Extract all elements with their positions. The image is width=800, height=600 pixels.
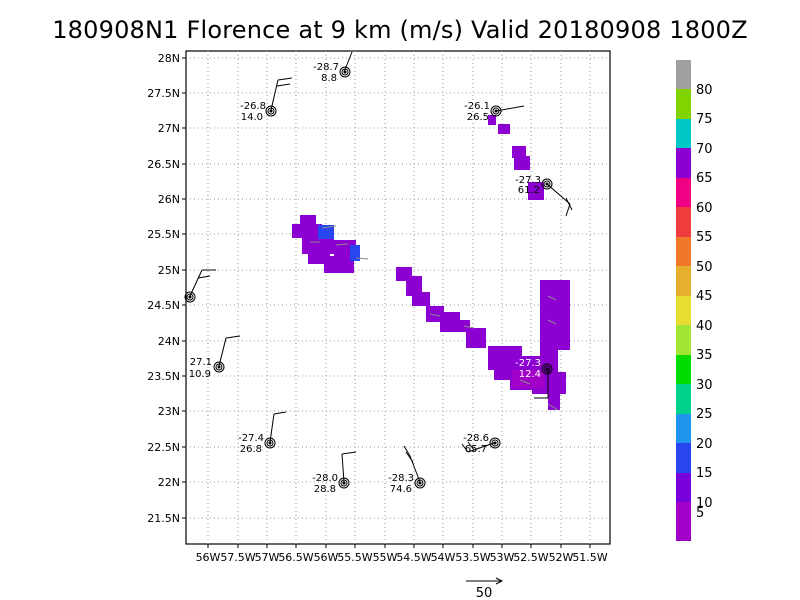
- x-tick-label: 52W: [549, 551, 574, 564]
- wind-region-central-band: [396, 267, 486, 348]
- y-tick-label: 22.5N: [147, 441, 180, 454]
- colorbar-swatch: [676, 384, 691, 414]
- colorbar-swatch: [676, 296, 691, 325]
- wind-region-southeast-low: [512, 370, 544, 388]
- colorbar-label: 30: [696, 378, 713, 393]
- station-temp: -28.7: [313, 62, 339, 73]
- station-speed: 65.7: [465, 444, 487, 455]
- colorbar-swatch: [676, 237, 691, 266]
- station-speed: 10.9: [189, 369, 211, 380]
- x-tick-label: 53.5W: [455, 551, 490, 564]
- colorbar-swatch: [676, 414, 691, 443]
- reference-vector-label: 50: [476, 586, 493, 600]
- station-temp: -27.4: [238, 433, 264, 444]
- x-tick-label: 51.5W: [572, 551, 607, 564]
- colorbar-label: 10: [696, 496, 713, 511]
- wind-vectors: [310, 225, 559, 411]
- y-tick-label: 28N: [158, 52, 180, 65]
- x-tick-label: 56W: [196, 551, 221, 564]
- colorbar-label: 25: [696, 407, 713, 422]
- y-tick-label: 26.5N: [147, 158, 180, 171]
- y-tick-label: 23.5N: [147, 370, 180, 383]
- x-tick-label: 53W: [490, 551, 515, 564]
- colorbar-swatch: [676, 502, 691, 541]
- reference-arrowhead: [495, 577, 504, 585]
- colorbar-label: 55: [696, 230, 713, 245]
- colorbar-label: 60: [696, 201, 713, 216]
- colorbar: [676, 60, 691, 541]
- station-temp: -26.8: [240, 101, 266, 112]
- y-tick-label: 27N: [158, 122, 180, 135]
- y-tick-label: 25N: [158, 264, 180, 277]
- y-tick-label: 24.5N: [147, 299, 180, 312]
- x-tick-label: 54W: [431, 551, 456, 564]
- colorbar-swatch: [676, 473, 691, 502]
- x-tick-label: 57.5W: [220, 551, 255, 564]
- wind-region-northeast: [488, 115, 544, 200]
- colorbar-label: 40: [696, 319, 713, 334]
- station-speed: 74.6: [390, 484, 412, 495]
- wind-barbs: [189, 51, 573, 483]
- wind-region-west-peak: [318, 225, 334, 239]
- colorbar-label: 65: [696, 171, 713, 186]
- colorbar-label: 80: [696, 83, 713, 98]
- station-temp: -28.0: [312, 473, 338, 484]
- colorbar-swatch: [676, 119, 691, 148]
- x-tick-label: 57W: [255, 551, 280, 564]
- reference-vector: 50: [466, 577, 504, 600]
- x-tick-label: 52.5W: [513, 551, 548, 564]
- y-tick-label: 21.5N: [147, 512, 180, 525]
- colorbar-swatch: [676, 207, 691, 237]
- colorbar-label: 20: [696, 437, 713, 452]
- tick-marks: [182, 57, 591, 548]
- x-tick-label: 55.5W: [337, 551, 372, 564]
- station-temp: -28.3: [388, 473, 414, 484]
- wind-speed-shading: [292, 115, 570, 410]
- colorbar-label: 15: [696, 466, 713, 481]
- station-temp: -27.3: [515, 175, 541, 186]
- y-tick-label: 22N: [158, 476, 180, 489]
- colorbar-swatch: [676, 89, 691, 119]
- gridlines: [186, 51, 610, 544]
- y-tick-label: 27.5N: [147, 87, 180, 100]
- colorbar-label: 35: [696, 348, 713, 363]
- station-markers: [184, 66, 553, 489]
- station-speed: 12.4: [519, 369, 541, 380]
- station-temp: 27.1: [190, 357, 212, 368]
- map-title: 180908N1 Florence at 9 km (m/s) Valid 20…: [52, 16, 748, 44]
- y-tick-label: 24N: [158, 335, 180, 348]
- plot-frame: [185, 50, 611, 545]
- x-tick-label: 54.5W: [396, 551, 431, 564]
- station-speed: 8.8: [321, 73, 337, 84]
- station-temp: -28.6: [463, 433, 489, 444]
- colorbar-swatch: [676, 178, 691, 207]
- colorbar-swatch: [676, 325, 691, 355]
- station-temp: -27.3: [515, 358, 541, 369]
- station-speed: 14.0: [241, 112, 263, 123]
- station-speed: 26.5: [467, 112, 489, 123]
- x-tick-label: 56.5W: [278, 551, 313, 564]
- colorbar-swatch: [676, 148, 691, 178]
- station-temp: -26.1: [464, 101, 490, 112]
- y-tick-label: 25.5N: [147, 228, 180, 241]
- colorbar-swatch: [676, 443, 691, 473]
- y-tick-label: 26N: [158, 193, 180, 206]
- colorbar-label: 50: [696, 260, 713, 275]
- wind-region-west-peak: [350, 245, 360, 261]
- station-speed: 61.2: [518, 185, 540, 196]
- y-tick-label: 23N: [158, 405, 180, 418]
- colorbar-swatch: [676, 60, 691, 89]
- station-speed: 28.8: [314, 484, 336, 495]
- colorbar-label: 45: [696, 289, 713, 304]
- x-tick-label: 56W: [314, 551, 339, 564]
- colorbar-label: 5: [696, 506, 704, 521]
- colorbar-label: 75: [696, 112, 713, 127]
- colorbar-label: 70: [696, 142, 713, 157]
- station-speed: 26.8: [240, 444, 262, 455]
- x-tick-label: 55W: [373, 551, 398, 564]
- colorbar-swatch: [676, 266, 691, 296]
- colorbar-swatch: [676, 355, 691, 384]
